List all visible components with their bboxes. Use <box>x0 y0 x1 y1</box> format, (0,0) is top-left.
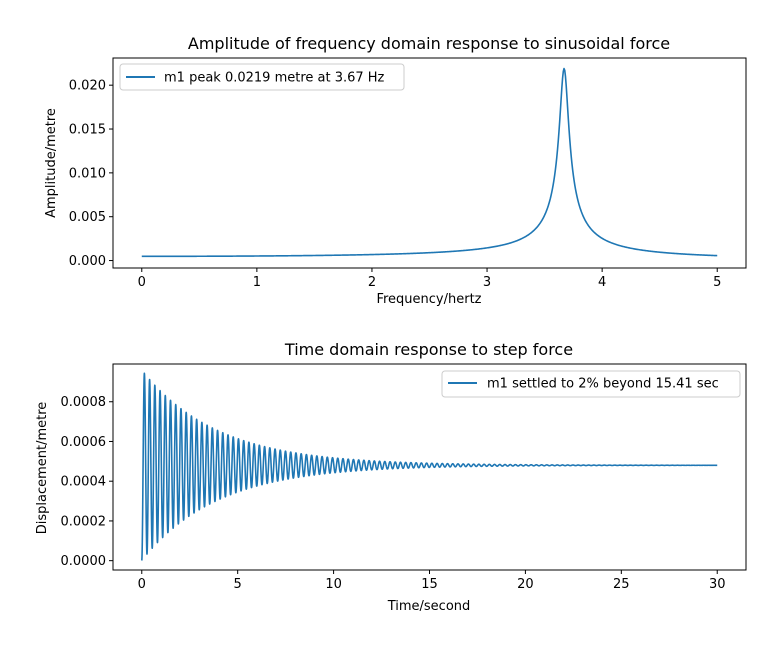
x-tick-label: 4 <box>598 275 606 290</box>
y-tick-label: 0.005 <box>69 210 106 225</box>
x-tick-label: 3 <box>483 275 491 290</box>
y-axis-label: Amplitude/metre <box>44 108 59 218</box>
y-tick-label: 0.020 <box>69 79 106 94</box>
legend: m1 peak 0.0219 metre at 3.67 Hz <box>119 63 405 91</box>
y-tick-label: 0.000 <box>69 254 106 269</box>
x-axis-label: Time/second <box>387 599 471 614</box>
x-tick-label: 15 <box>421 577 438 592</box>
x-tick-label: 0 <box>138 577 146 592</box>
frequency-response-chart: Amplitude of frequency domain response t… <box>44 34 747 307</box>
y-tick-label: 0.015 <box>69 123 106 138</box>
x-tick-label: 10 <box>325 577 342 592</box>
y-axis-ticks: 0.000 0.005 0.010 0.015 0.020 <box>69 79 113 269</box>
y-tick-label: 0.010 <box>69 166 106 181</box>
x-tick-label: 5 <box>234 577 242 592</box>
x-tick-label: 20 <box>517 577 534 592</box>
series-line <box>141 67 718 258</box>
legend-label: m1 peak 0.0219 metre at 3.67 Hz <box>164 71 385 86</box>
legend: m1 settled to 2% beyond 15.41 sec <box>441 370 741 398</box>
y-tick-label: 0.0008 <box>61 395 107 410</box>
x-axis-label: Frequency/hertz <box>376 292 481 307</box>
step-response-chart: Time domain response to step force 0 5 10 1… <box>35 340 747 614</box>
x-tick-label: 25 <box>613 577 630 592</box>
x-tick-label: 2 <box>368 275 376 290</box>
x-tick-label: 0 <box>138 275 146 290</box>
x-tick-label: 5 <box>713 275 721 290</box>
x-axis-ticks: 0 5 10 15 20 25 30 <box>138 570 726 592</box>
legend-box <box>441 370 741 398</box>
legend-label: m1 settled to 2% beyond 15.41 sec <box>487 377 719 392</box>
x-axis-ticks: 0 1 2 3 4 5 <box>138 268 721 290</box>
x-tick-label: 30 <box>709 577 726 592</box>
y-tick-label: 0.0002 <box>61 514 107 529</box>
y-axis-label: Displacement/metre <box>35 402 50 535</box>
plot-area <box>140 372 718 561</box>
x-tick-label: 1 <box>253 275 261 290</box>
chart-title: Amplitude of frequency domain response t… <box>188 34 670 53</box>
y-tick-label: 0.0006 <box>61 435 107 450</box>
plot-area <box>141 67 718 258</box>
chart-title: Time domain response to step force <box>284 340 573 359</box>
y-tick-label: 0.0000 <box>61 554 107 569</box>
y-tick-label: 0.0004 <box>61 475 107 490</box>
series-line <box>140 372 718 561</box>
axes-frame <box>112 57 747 269</box>
y-axis-ticks: 0.0000 0.0002 0.0004 0.0006 0.0008 <box>61 395 113 569</box>
legend-box <box>119 63 405 91</box>
